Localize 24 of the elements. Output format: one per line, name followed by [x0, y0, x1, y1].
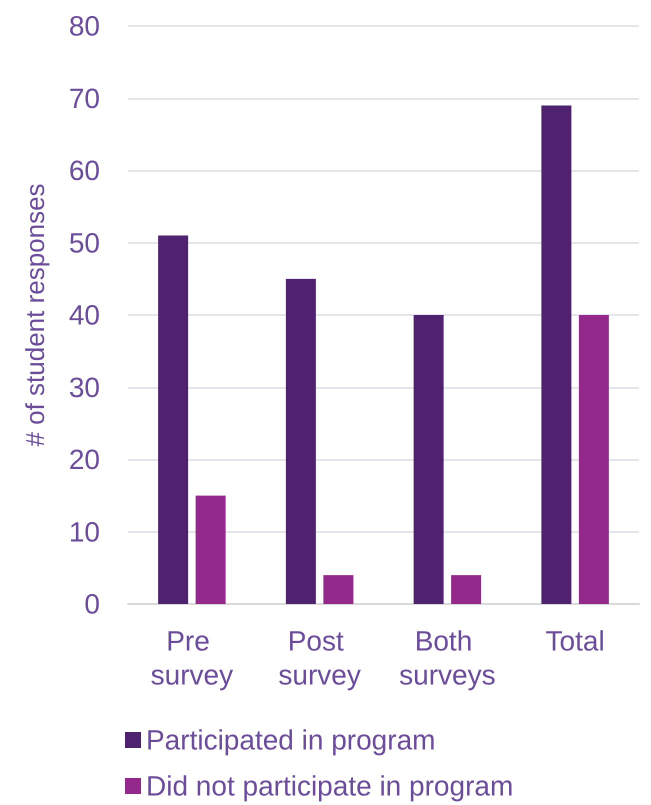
bar — [323, 575, 354, 604]
y-tick-label: 60 — [68, 155, 100, 186]
y-tick-label: 20 — [68, 444, 100, 475]
y-tick-label: 10 — [68, 516, 100, 548]
bar — [158, 236, 188, 604]
y-axis-title: # of student responses — [20, 183, 50, 447]
legend-label: Did not participate in program — [146, 770, 514, 802]
x-tick-label: Total — [546, 626, 605, 656]
y-tick-label: 30 — [68, 372, 100, 403]
y-tick-label: 80 — [68, 10, 100, 42]
x-tick-label: Post survey — [278, 626, 361, 690]
x-tick-label: Both surveys — [399, 626, 496, 690]
y-tick-label: 0 — [84, 588, 100, 620]
bar — [414, 315, 444, 604]
x-tick-label: Pre survey — [150, 626, 234, 690]
bar — [286, 278, 316, 604]
y-tick-label: 50 — [68, 227, 100, 258]
y-tick-label: 70 — [68, 82, 100, 114]
legend-label: Participated in program — [146, 724, 436, 756]
bar — [578, 315, 609, 604]
y-tick-label: 40 — [68, 300, 100, 330]
bar — [196, 496, 226, 604]
bar — [541, 105, 572, 604]
bar — [451, 575, 482, 604]
